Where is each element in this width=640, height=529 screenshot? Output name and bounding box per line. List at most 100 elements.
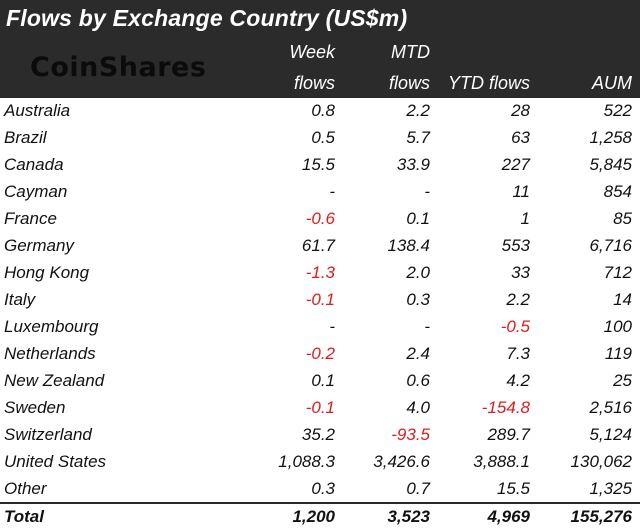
week-flows-cell: -1.3	[305, 263, 335, 282]
aum-cell: 1,258	[589, 128, 632, 147]
mtd-flows-cell: 2.0	[406, 263, 430, 282]
table-header: Flows by Exchange Country (US$m) CoinSha…	[0, 0, 640, 98]
header-aum: AUM	[592, 73, 632, 93]
aum-cell: 119	[604, 344, 632, 363]
aum-cell: 25	[613, 371, 632, 390]
week-flows-cell: 0.8	[311, 101, 335, 120]
aum-cell: 712	[603, 263, 632, 282]
table-row: United States 1,088.3 3,426.6 3,888.1 130,06…	[0, 449, 640, 476]
table-row: Other 0.3 0.7 15.5 1,325	[0, 476, 640, 503]
header-week-line1: Week	[289, 42, 335, 62]
mtd-flows-cell: 0.6	[406, 371, 430, 390]
country-name: France	[4, 209, 57, 228]
country-name: Luxembourg	[4, 317, 99, 336]
header-week-line2: flows	[293, 73, 335, 93]
ytd-flows-cell: 28	[511, 101, 530, 120]
ytd-flows-cell: -0.5	[500, 317, 530, 336]
mtd-flows-cell: 2.2	[406, 101, 430, 120]
total-label: Total	[4, 507, 44, 526]
country-name: New Zealand	[4, 371, 105, 390]
country-name: Canada	[4, 155, 64, 174]
week-flows-cell: -0.1	[305, 290, 335, 309]
aum-cell: 5,124	[589, 425, 632, 444]
mtd-flows-cell: 0.1	[406, 209, 430, 228]
week-flows-cell: -	[329, 182, 335, 201]
week-flows-cell: 0.3	[311, 479, 335, 498]
aum-cell: 14	[613, 290, 632, 309]
table-row: Sweden -0.1 4.0 -154.8 2,516	[0, 395, 640, 422]
mtd-flows-cell: 3,426.6	[373, 452, 430, 471]
coinshares-logo: CoinShares	[30, 52, 207, 83]
country-name: Italy	[4, 290, 36, 309]
total-row: Total 1,200 3,523 4,969 155,276	[0, 505, 640, 529]
week-flows-cell: 35.2	[301, 425, 335, 444]
week-flows-cell: 0.5	[311, 128, 335, 147]
country-name: Sweden	[4, 398, 66, 417]
mtd-flows-cell: -93.5	[391, 425, 430, 444]
week-flows-cell: 0.1	[311, 371, 335, 390]
country-name: Germany	[4, 236, 74, 255]
table-title: Flows by Exchange Country (US$m)	[6, 5, 408, 31]
country-name: Netherlands	[4, 344, 96, 363]
table-row: Hong Kong -1.3 2.0 33 712	[0, 260, 640, 287]
mtd-flows-cell: 2.4	[406, 344, 430, 363]
ytd-flows-cell: 3,888.1	[473, 452, 530, 471]
table-row: Luxembourg - - -0.5 100	[0, 314, 640, 341]
country-name: Switzerland	[4, 425, 92, 444]
mtd-flows-cell: -	[424, 182, 430, 201]
week-flows-cell: -0.6	[305, 209, 335, 228]
table-row: France -0.6 0.1 1 85	[0, 206, 640, 233]
total-mtd: 3,523	[387, 507, 430, 526]
aum-cell: 2,516	[589, 398, 632, 417]
ytd-flows-cell: -154.8	[481, 398, 530, 417]
mtd-flows-cell: 33.9	[396, 155, 430, 174]
total-week: 1,200	[292, 507, 335, 526]
country-name: United States	[4, 452, 107, 471]
total-aum: 155,276	[570, 507, 632, 526]
week-flows-cell: 61.7	[301, 236, 335, 255]
table-row: Canada 15.5 33.9 227 5,845	[0, 152, 640, 179]
ytd-flows-cell: 227	[501, 155, 530, 174]
table-row: Italy -0.1 0.3 2.2 14	[0, 287, 640, 314]
aum-cell: 100	[603, 317, 632, 336]
aum-cell: 6,716	[589, 236, 632, 255]
ytd-flows-cell: 289.7	[487, 425, 530, 444]
week-flows-cell: -0.2	[305, 344, 335, 363]
ytd-flows-cell: 4.2	[506, 371, 530, 390]
aum-cell: 5,845	[589, 155, 632, 174]
week-flows-cell: -0.1	[305, 398, 335, 417]
country-name: Other	[4, 479, 47, 498]
mtd-flows-cell: 138.4	[387, 236, 430, 255]
aum-cell: 854	[603, 182, 632, 201]
mtd-flows-cell: 4.0	[406, 398, 430, 417]
header-mtd-line2: flows	[388, 73, 430, 93]
total-divider	[0, 502, 640, 504]
table-row: Brazil 0.5 5.7 63 1,258	[0, 125, 640, 152]
ytd-flows-cell: 33	[511, 263, 530, 282]
aum-cell: 85	[613, 209, 632, 228]
country-name: Cayman	[4, 182, 68, 201]
ytd-flows-cell: 7.3	[506, 344, 530, 363]
header-ytd: YTD flows	[447, 73, 530, 93]
table-row: New Zealand 0.1 0.6 4.2 25	[0, 368, 640, 395]
aum-cell: 1,325	[589, 479, 632, 498]
week-flows-cell: -	[329, 317, 335, 336]
table-row: Switzerland 35.2 -93.5 289.7 5,124	[0, 422, 640, 449]
country-name: Brazil	[4, 128, 47, 147]
table-row: Netherlands -0.2 2.4 7.3 119	[0, 341, 640, 368]
mtd-flows-cell: 5.7	[406, 128, 430, 147]
table-body: Australia 0.8 2.2 28 522 Brazil 0.5 5.7 63 1,258 C…	[0, 98, 640, 503]
table-row: Cayman - - 11 854	[0, 179, 640, 206]
country-name: Australia	[4, 101, 71, 120]
mtd-flows-cell: 0.3	[406, 290, 430, 309]
country-name: Hong Kong	[4, 263, 90, 282]
mtd-flows-cell: -	[424, 317, 430, 336]
ytd-flows-cell: 2.2	[506, 290, 530, 309]
total-ytd: 4,969	[487, 507, 530, 526]
table-row: Germany 61.7 138.4 553 6,716	[0, 233, 640, 260]
mtd-flows-cell: 0.7	[406, 479, 430, 498]
aum-cell: 130,062	[570, 452, 632, 471]
ytd-flows-cell: 1	[520, 209, 530, 228]
table-row: Australia 0.8 2.2 28 522	[0, 98, 640, 125]
week-flows-cell: 15.5	[301, 155, 335, 174]
